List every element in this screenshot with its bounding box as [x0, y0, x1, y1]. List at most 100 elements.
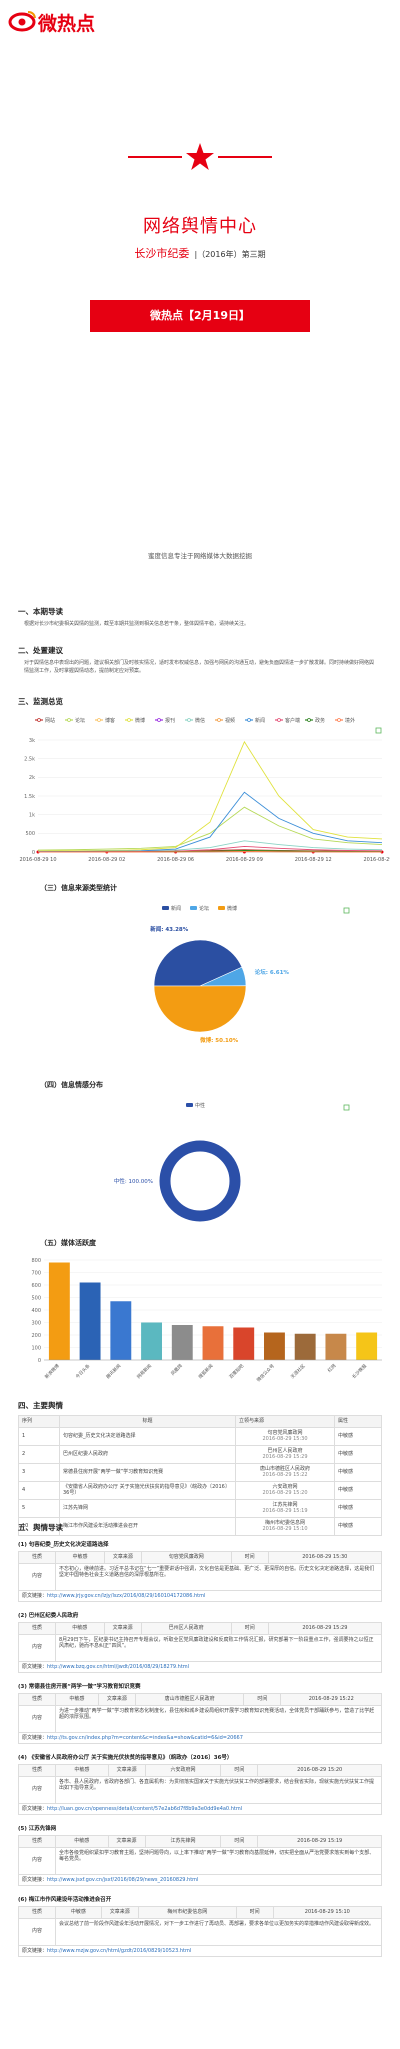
meta-value: 中敏感 — [55, 1835, 109, 1848]
section-heading: 五、舆情导读 — [18, 1523, 63, 1532]
row-title: 常德县住房开展“两学一做”学习教育知识竞赛 — [59, 1462, 236, 1482]
report-subtitle: 长沙市纪委 |（2016年）第三期 — [0, 242, 400, 261]
x-tick-label: 凤凰网 — [170, 1363, 184, 1377]
row-source: 句容党风廉政网 2016-08-29 15:30 — [235, 1426, 335, 1446]
legend-dot — [67, 718, 71, 722]
row-number: 4 — [18, 1480, 60, 1500]
x-tick-label: 今日头条 — [74, 1362, 92, 1380]
meta-value: 中敏感 — [55, 1551, 105, 1564]
digest-item: (6) 梅江市作风建设年活动推进会召开 性质 中敏感 文章来源 梅州市纪委信息网 时间 20… — [18, 1895, 383, 1957]
link-url: http://www.jsxf.gov.cn/jsxf/2016/08/29/n… — [47, 1876, 199, 1883]
legend-label: 新闻 — [171, 905, 181, 912]
content-label: 内容 — [18, 1775, 56, 1804]
legend-label: 视频 — [225, 717, 235, 724]
meta-label: 文章来源 — [103, 1551, 142, 1564]
content-label: 内容 — [18, 1633, 56, 1662]
link-label: 原文链接： — [22, 1734, 48, 1741]
legend-dot — [37, 718, 41, 722]
chart-heading: （三）信息来源类型统计 — [40, 884, 117, 892]
meta-label: 时间 — [230, 1622, 269, 1635]
digest-item: (3) 常德县住房开展“两学一做”学习教育知识竞赛性质 中敏感 文章来源 唐山市德胜区… — [18, 1682, 382, 1744]
digest-table: 性质 中敏感 文章来源 巴州区人民政府 时间 2016-08-29 15:29 内容 8月29… — [18, 1622, 383, 1673]
y-tick-label: 100 — [31, 1345, 41, 1351]
digest-meta-row: 性质 中敏感 文章来源 江苏先锋网 时间 2016-08-29 15:19 — [18, 1835, 382, 1848]
link-label: 原文链接： — [22, 1592, 48, 1599]
star-divider — [128, 143, 272, 170]
digest-link-row: 原文链接：http://www.jsxf.gov.cn/jsxf/2016/08… — [18, 1873, 382, 1886]
legend-label: 微信 — [195, 717, 205, 724]
row-attribute: 中敏感 — [334, 1444, 382, 1464]
bar — [79, 1282, 101, 1360]
x-tick-label: 腾讯新闻 — [105, 1362, 123, 1380]
link-url: http://www.jrjy.gov.cn/lzjy/lszx/2016/08… — [47, 1592, 206, 1599]
y-tick-label: 0 — [32, 850, 35, 856]
meta-label: 文章来源 — [100, 1906, 139, 1919]
row-title: 《安徽省人民政府办公厅 关于实施光伏扶贫的指导意见》（皖政办〔2016〕36号） — [59, 1480, 236, 1500]
legend-dot — [217, 718, 221, 722]
digest-link-row: 原文链接：http://luan.gov.cn/openness/detail/… — [18, 1802, 382, 1815]
digest-meta-row: 性质 中敏感 文章来源 六安政府网 时间 2016-08-29 15:20 — [18, 1764, 382, 1777]
source-name: 巴州区人民政府 — [267, 1447, 303, 1454]
date-banner: 微热点【2月19日】 — [90, 300, 310, 332]
digest-content-row: 内容 8月29日下午，区纪委书记主持召开专题会议，听取全区党风廉政建设和反腐败工作… — [18, 1633, 382, 1662]
y-tick-label: 200 — [31, 1333, 41, 1339]
digest-title: (3) 常德县住房开展“两学一做”学习教育知识竞赛 — [18, 1684, 141, 1690]
table-row: 2 巴州区纪委人民政府 巴州区人民政府 2016-08-29 15:29 中敏感 — [18, 1444, 382, 1464]
digest-table: 性质 中敏感 文章来源 唐山市德胜区人民政府 时间 2016-08-29 15:22 内容为… — [18, 1693, 382, 1744]
meta-label: 性质 — [18, 1551, 56, 1564]
x-tick-label: 新浪微博 — [43, 1362, 61, 1380]
source-time: 2016-08-29 15:30 — [262, 1436, 308, 1442]
bar — [171, 1325, 193, 1360]
bar — [141, 1322, 162, 1360]
meta-value: 句容党风廉政网 — [140, 1551, 232, 1564]
y-tick-label: 2.5k — [24, 756, 35, 762]
link-label: 原文链接： — [22, 1805, 48, 1812]
meta-label: 时间 — [220, 1835, 259, 1848]
digest-link-row: 原文链接：http://ts.gov.cn/index.php?m=conten… — [18, 1731, 382, 1744]
digest-item: (5) 江苏先锋网 性质 中敏感 文章来源 江苏先锋网 时间 2016-08-29 15:1… — [18, 1824, 382, 1886]
row-attribute: 中敏感 — [334, 1516, 382, 1536]
bar — [48, 1262, 70, 1360]
meta-label: 性质 — [18, 1906, 56, 1919]
bar — [294, 1333, 316, 1360]
row-attribute: 中敏感 — [334, 1480, 382, 1500]
link-cell: 原文链接：http://www.bzq.gov.cn/html/jwdt/201… — [18, 1660, 382, 1673]
row-source: 六安政府网 2016-08-29 15:20 — [235, 1480, 335, 1500]
section-text: 根据对长沙市纪委相关舆情的监测，截至本期共监测到相关信息若干条，整体舆情平稳，请… — [24, 621, 250, 627]
table-header-cell: 标题 — [59, 1415, 236, 1428]
link-url: http://www.mzjw.gov.cn/html/gzdt/2016/08… — [47, 1947, 192, 1954]
link-url: http://ts.gov.cn/index.php?m=content&c=i… — [47, 1734, 243, 1741]
x-tick-label: 天涯社区 — [289, 1362, 307, 1380]
digest-meta-row: 性质 中敏感 文章来源 唐山市德胜区人民政府 时间 2016-08-29 15:22 — [18, 1693, 382, 1706]
y-tick-label: 0 — [38, 1358, 41, 1364]
content-text: 会议总结了前一阶段作风建设年活动开展情况，对下一步工作进行了再动员、再部署，要求… — [55, 1917, 382, 1946]
legend-label: 微博 — [135, 717, 145, 724]
legend-label: 境外 — [345, 717, 355, 724]
source-name: 句容党风廉政网 — [267, 1429, 303, 1436]
digest-content-row: 内容 为进一步推动“两学一做”学习教育常态化制度化，县住房和城乡建设局组织开展学习… — [18, 1704, 382, 1733]
x-tick-label: 2016-08-29 06 — [157, 857, 194, 863]
table-row: 4 《安徽省人民政府办公厅 关于实施光伏扶贫的指导意见》（皖政办〔2016〕36号… — [18, 1480, 382, 1500]
legend-swatch — [186, 1103, 193, 1107]
link-cell: 原文链接：http://www.mzjw.gov.cn/html/gzdt/20… — [18, 1944, 382, 1957]
legend-dot — [187, 718, 191, 722]
legend-dot — [247, 718, 251, 722]
legend-swatch — [218, 906, 225, 910]
digest-item: (2) 巴州区纪委人民政府 性质 中敏感 文章来源 巴州区人民政府 时间 2016-08-2… — [18, 1611, 383, 1673]
content-text: 全市各级党组织紧扣学习教育主题，坚持问题导向，以上率下推动“两学一做”学习教育向… — [55, 1846, 382, 1875]
digest-meta-row: 性质 中敏感 文章来源 梅州市纪委信息网 时间 2016-08-29 15:10 — [18, 1906, 383, 1919]
digest-table: 性质 中敏感 文章来源 句容党风廉政网 时间 2016-08-29 15:30 内容 不忘初心… — [18, 1551, 383, 1602]
meta-label: 性质 — [18, 1693, 56, 1706]
row-title: 江苏先锋网 — [59, 1498, 236, 1518]
tool-icon — [375, 727, 382, 734]
section-heading: 二、处置建议 — [18, 646, 63, 655]
digest-link-row: 原文链接：http://www.bzq.gov.cn/html/jwdt/201… — [18, 1660, 382, 1673]
legend-dot — [157, 718, 161, 722]
table-header-cell: 序列 — [18, 1415, 60, 1428]
link-cell: 原文链接：http://ts.gov.cn/index.php?m=conten… — [18, 1731, 382, 1744]
legend-label: 客户端 — [285, 717, 300, 724]
link-url: http://www.bzq.gov.cn/html/jwdt/2016/08/… — [47, 1663, 190, 1670]
digest-table: 性质 中敏感 文章来源 六安政府网 时间 2016-08-29 15:20 内容 各市、县人民… — [18, 1764, 382, 1815]
x-tick-label: 2016-08-29 10 — [19, 857, 56, 863]
link-cell: 原文链接：http://www.jsxf.gov.cn/jsxf/2016/08… — [18, 1873, 382, 1886]
